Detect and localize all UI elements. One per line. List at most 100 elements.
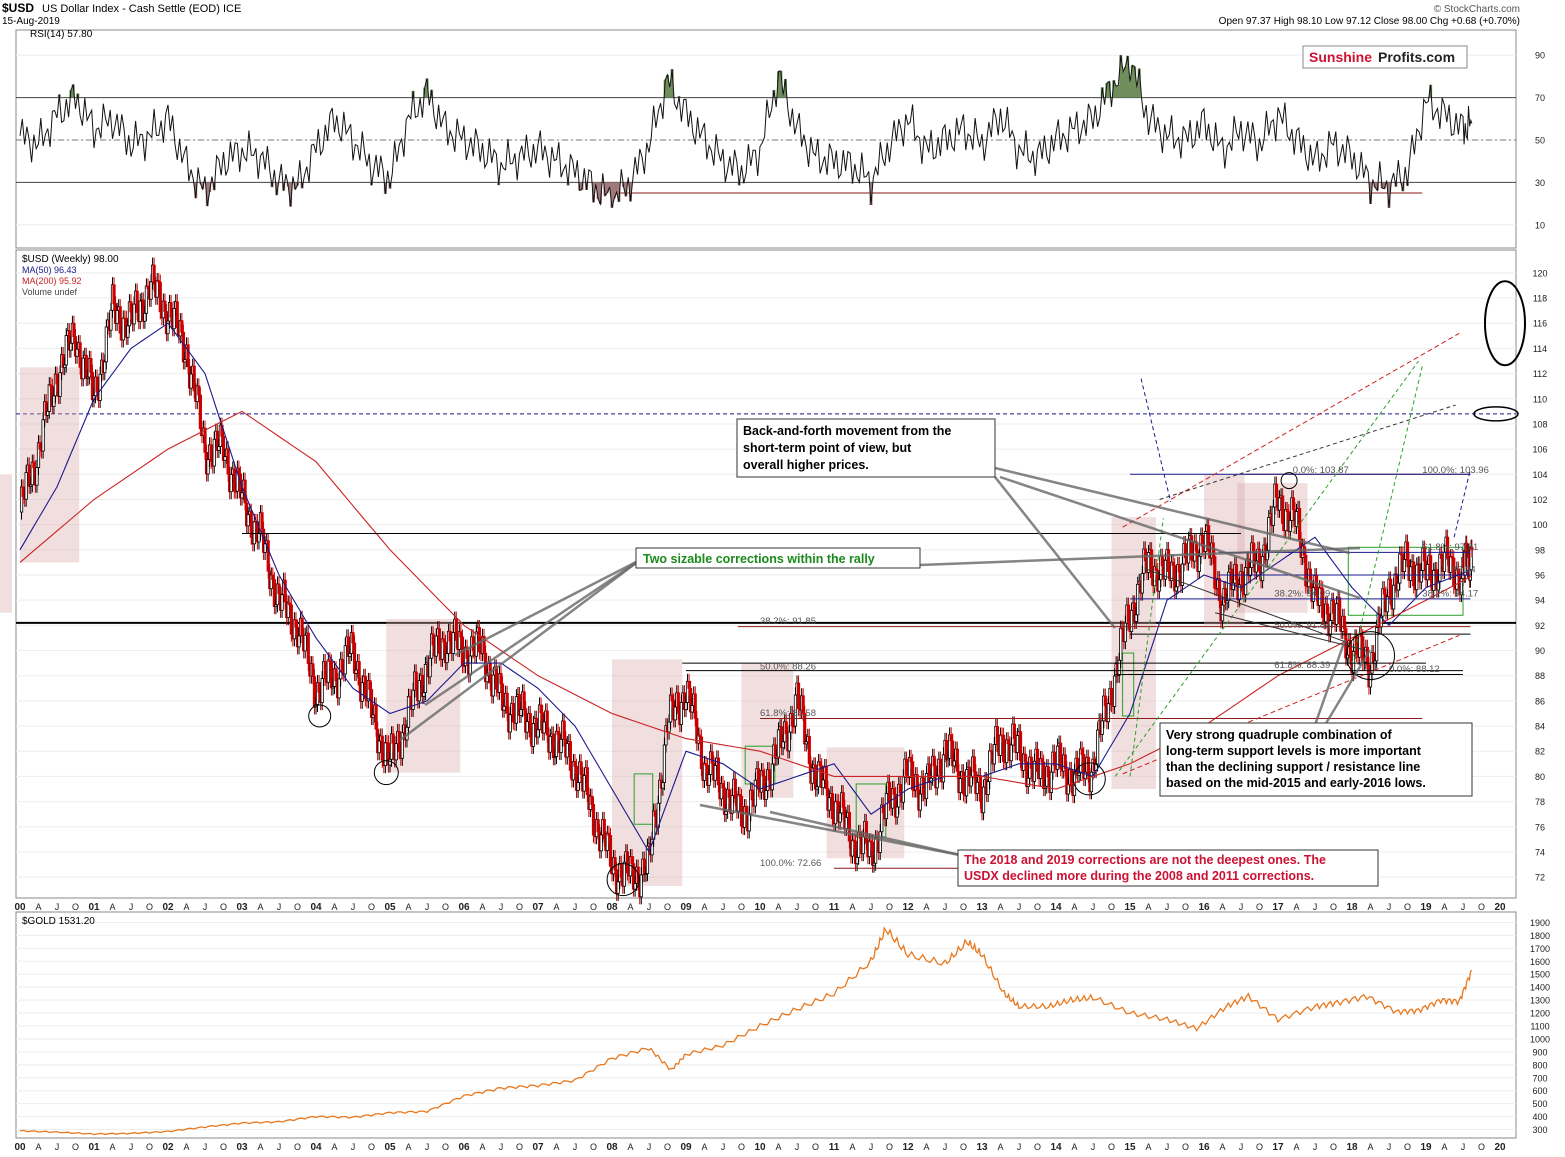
brand-name-red: Sunshine <box>1309 49 1372 65</box>
price-tick-label: 112 <box>1533 369 1547 379</box>
price-candle-body <box>724 810 728 815</box>
price-candle-body <box>434 635 438 657</box>
price-candle-body <box>756 768 761 790</box>
price-candle-body <box>767 769 771 781</box>
price-candle-body <box>217 446 221 451</box>
fib-level-label: 100.0%: 103.96 <box>1422 465 1489 476</box>
fib-level-label: 96.04 <box>1452 564 1476 575</box>
ma200-line <box>19 410 1473 790</box>
price-candle-body <box>1325 603 1329 615</box>
x-tick-label: O <box>1108 902 1115 912</box>
trend-channel-line <box>1159 404 1456 500</box>
price-tick-label: 116 <box>1533 319 1547 329</box>
price-candle-body <box>388 758 392 766</box>
price-candle-body <box>807 735 811 765</box>
price-legend: $USD (Weekly) 98.00 MA(50) 96.43 MA(200)… <box>22 254 119 297</box>
trend-channel-line <box>1129 518 1164 777</box>
x-tick-label: J <box>425 1142 430 1152</box>
price-candle-body <box>988 750 992 783</box>
price-candle-body <box>585 767 589 796</box>
target-ellipse <box>1484 280 1526 367</box>
price-candle-body <box>810 767 815 784</box>
x-tick-label: A <box>775 902 781 912</box>
price-candle-body <box>1046 766 1050 778</box>
callout-pointer-line <box>1313 639 1347 726</box>
price-candle-body <box>95 376 99 393</box>
x-tick-label: A <box>1293 902 1299 912</box>
price-candle-body <box>667 721 671 733</box>
callout-back-and-forth-line2: short-term point of view, but <box>743 441 912 455</box>
price-candle-body <box>352 642 357 674</box>
price-candle-body <box>391 733 395 744</box>
x-tick-label: A <box>1071 1142 1077 1152</box>
price-candle-body <box>850 839 855 857</box>
price-candle-body <box>121 317 125 341</box>
fib-level-label: 38.2%: 94.17 <box>1422 588 1478 599</box>
price-candle-body <box>972 756 976 773</box>
price-candle-body <box>616 881 620 894</box>
x-tick-label: A <box>1441 1142 1447 1152</box>
price-candle-body <box>955 748 959 772</box>
price-candle-body <box>1186 538 1191 564</box>
gold-tick-label: 700 <box>1532 1073 1547 1083</box>
x-tick-label: 19 <box>1420 902 1432 913</box>
x-tick-label: O <box>812 902 819 912</box>
price-candle-body <box>181 331 186 363</box>
price-x-axis: 00 A J O 01 A J O 02 A J O 03 A J O 04 A J O 05 A J O 06 A J O 07 A J O… <box>14 902 1506 913</box>
price-candle-body <box>844 816 848 829</box>
callout-corrections: Two sizable corrections within the rally <box>635 547 921 569</box>
x-tick-label: O <box>146 1142 153 1152</box>
price-candle-body <box>1174 586 1178 592</box>
gold-plot <box>19 926 1473 1136</box>
x-tick-label: 00 <box>14 1142 26 1153</box>
price-candle-body <box>1009 744 1013 762</box>
gold-tick-label: 1700 <box>1530 944 1550 954</box>
x-tick-label: 14 <box>1050 902 1062 913</box>
legend-ma50: MA(50) 96.43 <box>22 265 77 275</box>
x-tick-label: O <box>664 902 671 912</box>
price-candle-body <box>736 794 741 812</box>
callout-deepest: The 2018 and 2019 corrections are not th… <box>957 849 1379 887</box>
x-tick-label: J <box>1313 1142 1318 1152</box>
price-candle-body <box>554 730 559 758</box>
price-candle-body <box>1412 561 1416 587</box>
price-candle-body <box>909 756 913 763</box>
price-candle-body <box>559 738 563 753</box>
x-tick-label: A <box>1145 1142 1151 1152</box>
price-candle-body <box>271 574 275 581</box>
price-candle-body <box>1096 729 1100 765</box>
x-tick-label: 09 <box>680 1142 692 1153</box>
price-candle-body <box>115 309 119 324</box>
price-candle-body <box>186 344 190 368</box>
gold-tick-label: 400 <box>1532 1112 1547 1122</box>
price-candle-body <box>602 819 606 840</box>
x-tick-label: J <box>795 902 800 912</box>
x-tick-label: O <box>1034 1142 1041 1152</box>
price-candle-body <box>428 657 432 678</box>
price-candle-body <box>713 765 717 781</box>
price-candle-body <box>203 427 207 453</box>
x-tick-label: O <box>738 902 745 912</box>
price-candle-body <box>406 695 411 728</box>
price-candle-body <box>397 731 401 753</box>
x-tick-label: 04 <box>310 902 322 913</box>
price-tick-label: 120 <box>1532 268 1547 278</box>
price-candle-body <box>921 777 926 795</box>
price-candle-body <box>590 795 594 805</box>
price-candle-body <box>1470 546 1474 551</box>
price-candle-body <box>1408 566 1413 581</box>
price-candle-body <box>297 635 301 648</box>
price-tick-label: 96 <box>1535 571 1545 581</box>
chart-description: US Dollar Index - Cash Settle (EOD) ICE <box>42 3 241 15</box>
price-candle-body <box>508 714 512 733</box>
price-candle-body <box>41 419 45 452</box>
price-candle-body <box>539 704 543 714</box>
price-candle-body <box>58 372 62 397</box>
price-candle-body <box>784 721 788 735</box>
x-tick-label: A <box>257 902 263 912</box>
price-candle-body <box>747 813 751 832</box>
x-tick-label: O <box>1256 902 1263 912</box>
price-candle-body <box>867 840 872 858</box>
price-candle-body <box>781 741 785 749</box>
price-candle-body <box>514 696 519 724</box>
